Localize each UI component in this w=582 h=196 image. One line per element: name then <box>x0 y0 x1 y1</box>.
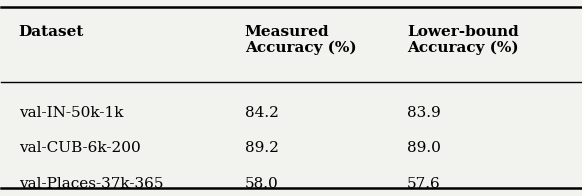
Text: 89.0: 89.0 <box>407 141 441 155</box>
Text: 89.2: 89.2 <box>244 141 279 155</box>
Text: val-CUB-6k-200: val-CUB-6k-200 <box>19 141 140 155</box>
Text: Measured
Accuracy (%): Measured Accuracy (%) <box>244 24 356 55</box>
Text: Lower-bound
Accuracy (%): Lower-bound Accuracy (%) <box>407 24 519 55</box>
Text: 58.0: 58.0 <box>244 177 278 191</box>
Text: val-IN-50k-1k: val-IN-50k-1k <box>19 105 123 120</box>
Text: 84.2: 84.2 <box>244 105 279 120</box>
Text: val-Places-37k-365: val-Places-37k-365 <box>19 177 164 191</box>
Text: 83.9: 83.9 <box>407 105 441 120</box>
Text: Dataset: Dataset <box>19 24 84 39</box>
Text: 57.6: 57.6 <box>407 177 441 191</box>
